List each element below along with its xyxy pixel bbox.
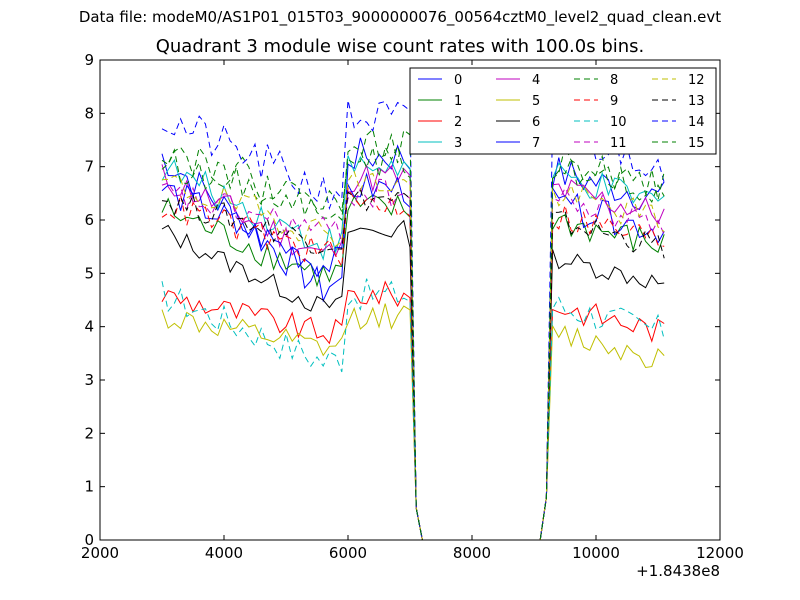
legend-label-11: 11 — [610, 136, 627, 151]
y-tick-label: 7 — [84, 158, 94, 176]
legend-label-3: 3 — [454, 136, 462, 151]
series-layer — [161, 100, 665, 541]
plot-frame — [99, 59, 721, 541]
series-line-15 — [161, 128, 665, 541]
series-line-6 — [161, 219, 665, 541]
series-line-8 — [161, 144, 665, 541]
legend-box — [409, 67, 717, 155]
x-tick-label: 8000 — [453, 544, 491, 562]
y-tick-label: 5 — [84, 264, 94, 282]
legend-label-0: 0 — [454, 73, 462, 88]
y-tick-label: 1 — [84, 478, 94, 496]
y-tick-label: 6 — [84, 211, 94, 229]
legend-label-4: 4 — [532, 73, 540, 88]
series-line-4 — [161, 164, 665, 541]
x-tick-label: 6000 — [329, 544, 367, 562]
y-tick-label: 0 — [84, 531, 94, 549]
legend-label-7: 7 — [532, 136, 540, 151]
y-tick-label: 9 — [84, 51, 94, 69]
series-line-9 — [161, 186, 665, 541]
legend-label-13: 13 — [688, 94, 705, 109]
chart-title: Quadrant 3 module wise count rates with … — [155, 36, 645, 57]
series-line-10 — [161, 278, 665, 541]
x-tick-label: 2000 — [81, 544, 119, 562]
legend-label-15: 15 — [688, 136, 705, 151]
series-line-13 — [161, 188, 665, 541]
y-tick-label: 2 — [84, 424, 94, 442]
x-offset-label: +1.8438e8 — [636, 562, 720, 580]
legend-label-8: 8 — [610, 73, 618, 88]
series-line-0 — [161, 137, 665, 541]
y-tick-label: 3 — [84, 371, 94, 389]
y-tick-label: 8 — [84, 104, 94, 122]
series-line-12 — [161, 170, 665, 541]
legend-label-9: 9 — [610, 94, 618, 109]
legend-label-14: 14 — [688, 115, 705, 130]
x-tick-label: 4000 — [205, 544, 243, 562]
legend-label-1: 1 — [454, 94, 462, 109]
legend-label-10: 10 — [610, 115, 627, 130]
series-line-2 — [161, 280, 665, 541]
legend-label-12: 12 — [688, 73, 705, 88]
series-line-14 — [161, 100, 665, 541]
y-tick-label: 4 — [84, 318, 94, 336]
legend-label-2: 2 — [454, 115, 462, 130]
x-tick-label: 10000 — [572, 544, 620, 562]
legend-label-6: 6 — [532, 115, 540, 130]
data-file-label: Data file: modeM0/AS1P01_015T03_90000000… — [78, 8, 722, 26]
legend-label-5: 5 — [532, 94, 540, 109]
series-line-5 — [161, 303, 665, 541]
x-tick-label: 12000 — [696, 544, 744, 562]
